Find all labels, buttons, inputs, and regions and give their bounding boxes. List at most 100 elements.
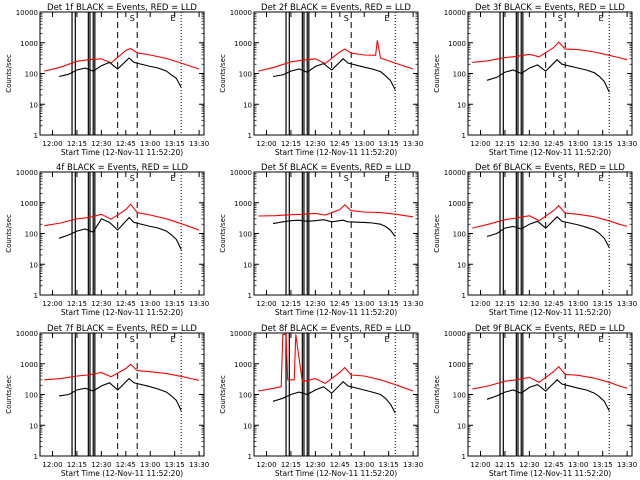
panel-3: Det 3f BLACK = Events, RED = LLD 1 10 100 10… [433,3,637,157]
marker-label: S [558,335,563,344]
lld-series-line [44,47,200,72]
y-tick-label: 10 [457,261,466,269]
marker-label: E [385,335,390,344]
y-tick-label: 10000 [230,9,252,17]
x-tick-label: 12:30 [519,140,539,148]
marker-label: S [130,14,135,23]
marker-label: E [171,174,176,183]
y-tick-label: 1000 [234,40,252,48]
x-tick-label: 12:15 [67,140,87,148]
y-tick-label: 10 [29,422,38,430]
x-tick-label: 12:30 [305,461,325,469]
plot-frame [39,332,205,457]
x-tick-label: 12:30 [519,461,539,469]
x-tick-label: 13:30 [403,140,423,148]
x-tick-label: 13:00 [354,461,374,469]
y-axis-label: Counts/sec [5,375,13,414]
events-series-line [58,57,182,88]
panel-1: Det 1f BLACK = Events, RED = LLD 1 10 100 10… [5,3,209,157]
y-tick-label: 1 [462,453,466,461]
x-tick-label: 12:15 [281,300,301,308]
y-tick-label: 100 [239,231,252,239]
plot-frame [467,332,633,457]
x-axis-label: Start Time (12-Nov-11 11:52:20) [275,469,397,478]
events-series-line [272,58,396,90]
panel-4: 4f BLACK = Events, RED = LLD 1 10 100 1000 10… [5,163,209,317]
panel-title: Det 3f BLACK = Events, RED = LLD [475,3,625,13]
plot-frame [253,11,419,136]
marker-label: E [599,14,604,23]
y-tick-label: 1 [34,132,38,140]
x-tick-label: 12:00 [42,300,62,308]
marker-label: E [385,14,390,23]
y-axis-label: Counts/sec [433,214,441,253]
x-tick-label: 13:15 [593,300,613,308]
x-tick-label: 13:00 [568,300,588,308]
y-axis-label: Counts/sec [5,214,13,253]
y-tick-label: 100 [25,392,38,400]
x-tick-label: 13:15 [593,140,613,148]
x-tick-label: 12:45 [544,140,564,148]
x-tick-label: 12:45 [116,140,136,148]
x-tick-label: 13:30 [403,461,423,469]
x-tick-label: 13:15 [379,300,399,308]
x-tick-label: 12:45 [330,461,350,469]
x-axis-label: Start Time (12-Nov-11 11:52:20) [61,469,183,478]
lld-series-line [258,204,414,218]
panel-title: Det 5f BLACK = Events, RED = LLD [261,163,411,173]
marker-label: S [558,14,563,23]
x-tick-label: 12:15 [281,461,301,469]
y-axis-label: Counts/sec [219,214,227,253]
events-series-line [58,216,182,250]
y-tick-label: 10000 [444,9,466,17]
x-tick-label: 12:30 [305,140,325,148]
y-tick-label: 10000 [230,169,252,177]
marker-label: E [599,335,604,344]
plot-frame [39,11,205,136]
y-tick-label: 100 [25,71,38,79]
y-tick-label: 1 [248,453,252,461]
x-tick-label: 12:00 [42,140,62,148]
y-tick-label: 1 [34,292,38,300]
y-tick-label: 10000 [16,330,38,338]
x-tick-label: 13:30 [617,140,637,148]
x-tick-label: 13:30 [189,300,209,308]
lld-series-line [44,363,200,381]
x-tick-label: 12:15 [495,461,515,469]
y-tick-label: 100 [453,71,466,79]
panel-title: Det 7f BLACK = Events, RED = LLD [47,324,197,334]
x-tick-label: 12:45 [544,300,564,308]
x-tick-label: 12:15 [67,461,87,469]
y-tick-label: 1 [462,132,466,140]
x-tick-label: 12:30 [91,300,111,308]
y-tick-label: 100 [453,231,466,239]
lld-series-line [44,203,200,231]
lld-series-line [472,204,628,229]
x-tick-label: 13:00 [354,140,374,148]
x-tick-label: 13:30 [617,300,637,308]
marker-label: S [344,174,349,183]
y-tick-label: 1000 [448,361,466,369]
plot-frame [39,171,205,296]
x-tick-label: 12:00 [256,140,276,148]
x-axis-label: Start Time (12-Nov-11 11:52:20) [275,148,397,157]
x-tick-label: 13:30 [189,140,209,148]
panel-6: Det 6f BLACK = Events, RED = LLD 1 10 100 10… [433,163,637,317]
y-tick-label: 10 [457,422,466,430]
panel-2: Det 2f BLACK = Events, RED = LLD 1 10 100 10… [219,3,423,157]
y-tick-label: 1 [248,132,252,140]
y-axis-label: Counts/sec [5,54,13,93]
x-tick-label: 12:45 [544,461,564,469]
x-tick-label: 12:00 [256,461,276,469]
marker-label: S [344,335,349,344]
x-tick-label: 12:45 [116,300,136,308]
x-tick-label: 13:00 [568,461,588,469]
panel-title: Det 6f BLACK = Events, RED = LLD [475,163,625,173]
x-axis-label: Start Time (12-Nov-11 11:52:20) [489,308,611,317]
y-tick-label: 10000 [16,169,38,177]
panel-title: 4f BLACK = Events, RED = LLD [56,163,189,173]
plot-frame [467,171,633,296]
marker-label: E [385,174,390,183]
y-tick-label: 1000 [234,200,252,208]
